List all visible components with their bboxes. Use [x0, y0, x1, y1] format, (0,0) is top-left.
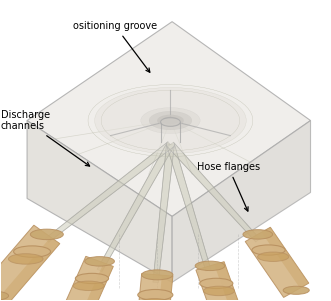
- Polygon shape: [245, 227, 309, 297]
- Ellipse shape: [14, 246, 51, 257]
- Ellipse shape: [138, 299, 171, 301]
- Polygon shape: [153, 144, 174, 283]
- Ellipse shape: [0, 291, 9, 300]
- Ellipse shape: [162, 117, 179, 124]
- Ellipse shape: [138, 290, 173, 300]
- Ellipse shape: [85, 257, 115, 266]
- Polygon shape: [261, 227, 309, 288]
- Ellipse shape: [30, 229, 63, 240]
- Polygon shape: [167, 142, 260, 242]
- Polygon shape: [155, 275, 173, 301]
- Polygon shape: [27, 120, 172, 282]
- Polygon shape: [76, 263, 113, 301]
- Ellipse shape: [95, 88, 246, 154]
- Ellipse shape: [8, 254, 43, 264]
- Polygon shape: [0, 237, 60, 301]
- Ellipse shape: [141, 107, 200, 133]
- Polygon shape: [97, 143, 174, 272]
- Ellipse shape: [283, 286, 309, 294]
- Ellipse shape: [75, 273, 109, 284]
- Polygon shape: [45, 142, 173, 242]
- Text: Discharge
channels: Discharge channels: [1, 110, 90, 166]
- Ellipse shape: [149, 111, 192, 130]
- Text: Hose flanges: Hose flanges: [197, 162, 260, 211]
- Ellipse shape: [200, 278, 233, 289]
- Polygon shape: [135, 274, 173, 301]
- Polygon shape: [196, 262, 247, 301]
- Polygon shape: [0, 225, 60, 301]
- Ellipse shape: [161, 118, 180, 126]
- Ellipse shape: [142, 270, 173, 280]
- Polygon shape: [172, 120, 310, 282]
- Ellipse shape: [252, 245, 285, 255]
- Ellipse shape: [195, 261, 225, 271]
- Ellipse shape: [258, 252, 289, 262]
- Ellipse shape: [73, 281, 104, 290]
- Ellipse shape: [157, 115, 184, 126]
- Polygon shape: [214, 262, 247, 301]
- Polygon shape: [27, 22, 310, 216]
- Ellipse shape: [243, 230, 273, 239]
- Text: ositioning groove: ositioning groove: [73, 21, 157, 72]
- Ellipse shape: [203, 286, 235, 296]
- Polygon shape: [59, 256, 113, 301]
- Polygon shape: [166, 144, 211, 271]
